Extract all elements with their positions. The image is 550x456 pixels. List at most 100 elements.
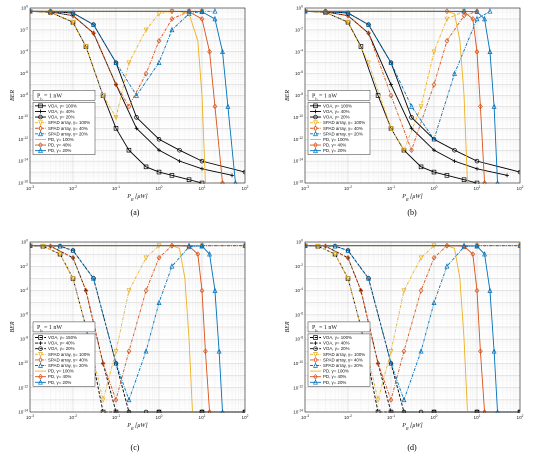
data-point <box>305 8 308 14</box>
legend-label: VOA, γ= 20% <box>48 115 75 120</box>
legend-label: SPAD array, γ= 100% <box>323 352 365 357</box>
data-point <box>199 8 205 15</box>
legend-marker <box>313 130 318 137</box>
x-tick-label: 10-3 <box>301 414 309 420</box>
legend-title: Pb = 1 nW <box>37 93 62 101</box>
data-point <box>444 263 450 269</box>
y-axis-label: BER <box>10 321 16 332</box>
data-point <box>517 242 520 249</box>
data-point <box>345 19 351 26</box>
legend-label: PD, γ= 100% <box>48 137 74 142</box>
y-tick-label: 100 <box>21 5 28 11</box>
data-point <box>212 15 218 22</box>
legend-label: PD, γ= 40% <box>48 143 71 148</box>
legend-entry: PD, γ= 20% <box>35 147 71 153</box>
y-tick-label: 10-12 <box>293 136 303 142</box>
data-point <box>474 287 480 294</box>
data-point <box>470 16 476 22</box>
legend-marker <box>38 130 43 137</box>
legend-entry: SPAD array, γ= 100% <box>35 120 90 126</box>
legend-label: VOA, γ= 100% <box>323 335 352 340</box>
data-point <box>474 48 480 55</box>
data-point <box>212 287 218 293</box>
y-tick-label: 10-10 <box>18 360 28 366</box>
panel-label: (d) <box>407 443 417 452</box>
y-tick-label: 10-6 <box>20 70 28 76</box>
legend-entry: SPAD array, γ= 100% <box>35 352 90 358</box>
data-point <box>126 288 132 294</box>
legend-marker <box>38 341 43 345</box>
data-point <box>375 397 381 403</box>
data-point <box>199 158 205 164</box>
data-point <box>242 242 245 248</box>
y-tick-label: 10-4 <box>20 48 28 54</box>
data-point <box>452 147 457 153</box>
data-point <box>207 251 213 257</box>
data-point <box>30 8 33 15</box>
series-line <box>305 245 498 413</box>
legend-label: SPAD array, γ= 40% <box>323 126 363 131</box>
x-tick-label: 10-2 <box>69 185 77 191</box>
panel-label: (a) <box>131 208 140 217</box>
data-point <box>431 49 437 55</box>
series-9 <box>30 8 238 184</box>
legend-marker <box>313 352 318 358</box>
legend-label: SPAD array, γ= 40% <box>323 357 363 362</box>
y-tick-label: 10-6 <box>295 70 303 76</box>
x-tick-label: 100 <box>156 414 163 420</box>
x-tick-label: 10-1 <box>112 185 120 191</box>
data-point <box>143 70 149 77</box>
series-line <box>30 10 215 97</box>
data-point <box>169 173 175 178</box>
legend-label: PD, γ= 100% <box>48 369 74 374</box>
data-point <box>401 288 407 294</box>
x-tick-label: 10-1 <box>387 414 395 420</box>
y-tick-label: 10-14 <box>293 409 303 415</box>
y-axis-label: BER <box>285 90 291 101</box>
data-point <box>156 59 162 65</box>
data-point <box>177 147 182 153</box>
legend-entry: VOA, γ= 150% <box>35 335 77 340</box>
data-point <box>199 243 205 249</box>
legend-title-box <box>307 90 371 101</box>
legend-marker <box>38 373 43 380</box>
data-point <box>388 59 394 65</box>
legend: Pb = 1 nW VOA, γ= 100%VOA, γ= 40%VOA, γ= … <box>307 90 371 155</box>
data-point <box>70 247 76 253</box>
x-tick-label: 10-3 <box>26 414 34 420</box>
x-tick-label: 102 <box>517 185 524 191</box>
legend-marker <box>38 103 43 109</box>
legend-entry: PD, γ= 100% <box>35 137 74 142</box>
legend-entry: VOA, γ= 20% <box>310 346 350 351</box>
legend-entry: VOA, γ= 40% <box>310 341 350 346</box>
legend-entry: VOA, γ= 40% <box>35 341 75 346</box>
legend-marker <box>38 379 43 385</box>
x-axis-label: PR [μW] <box>126 423 148 431</box>
y-tick-label: 10-10 <box>18 114 28 120</box>
data-point <box>143 27 149 34</box>
data-point <box>203 348 208 355</box>
legend-label: PD, γ= 100% <box>323 137 349 142</box>
data-point <box>409 147 414 154</box>
data-point <box>91 275 96 281</box>
legend-entry: PD, γ= 40% <box>35 142 71 148</box>
legend-entry: SPAD array, γ= 40% <box>35 357 88 363</box>
data-point <box>113 126 119 131</box>
legend-marker <box>38 357 43 363</box>
y-tick-label: 10-6 <box>20 311 28 317</box>
y-tick-label: 10-8 <box>295 336 303 342</box>
legend-entry: VOA, γ= 20% <box>35 115 75 120</box>
y-axis-label: BER <box>285 321 291 332</box>
legend-entry: PD, γ= 20% <box>310 379 346 385</box>
legend-marker <box>38 114 43 120</box>
x-axis-label: PR [μW] <box>401 423 423 431</box>
data-point <box>143 287 149 294</box>
data-point <box>169 8 175 15</box>
data-point <box>186 177 192 182</box>
legend-marker <box>313 114 318 120</box>
data-point <box>212 8 218 14</box>
data-point <box>388 360 394 366</box>
data-point <box>418 104 424 110</box>
data-point <box>431 254 437 261</box>
data-point <box>491 103 497 109</box>
